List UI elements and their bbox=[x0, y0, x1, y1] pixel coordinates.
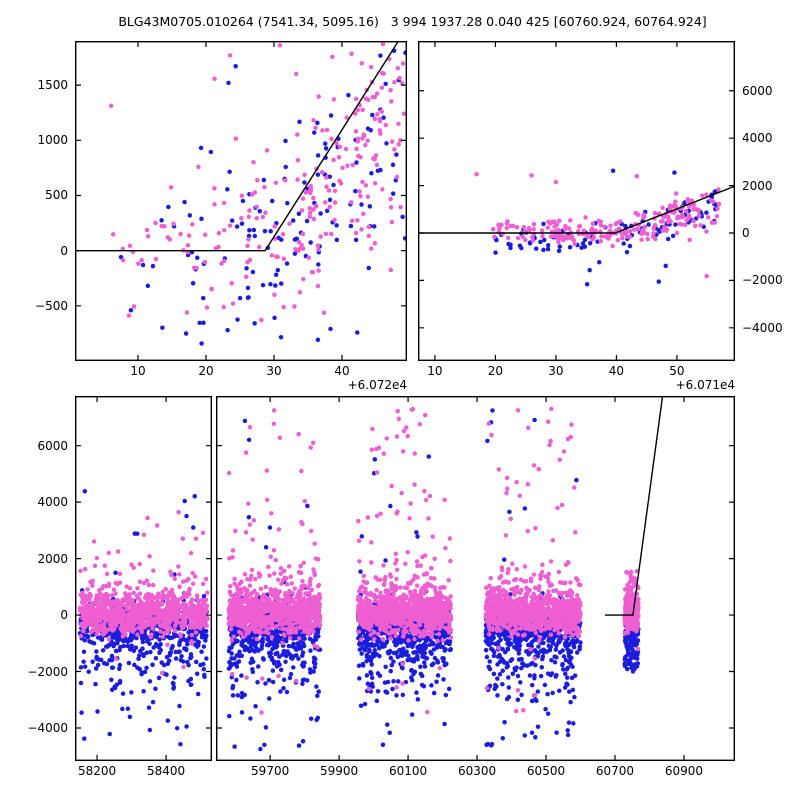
panel-top-left bbox=[75, 41, 407, 361]
top-left-y-tick-label: 500 bbox=[45, 188, 68, 203]
top-left-y-tick-label: 1500 bbox=[37, 78, 68, 93]
bottom-left-y-tick-label: 6000 bbox=[37, 438, 68, 453]
top-left-x-tick-label: 20 bbox=[198, 364, 214, 378]
top-right-x-tick-label: 40 bbox=[608, 364, 625, 378]
bottom-right-x-tick-label: 60300 bbox=[457, 764, 497, 778]
top-left-y-tick-label: −500 bbox=[35, 298, 68, 313]
top-right-x-offset-label: +6.071e4 bbox=[675, 378, 735, 392]
bottom-right-x-tick-label: 60500 bbox=[526, 764, 566, 778]
top-right-x-tick-label: 50 bbox=[669, 364, 685, 378]
top-right-y-tick-label: −4000 bbox=[742, 320, 783, 335]
top-right-y-tick-label: −2000 bbox=[742, 273, 783, 288]
top-left-x-offset-label: +6.072e4 bbox=[347, 378, 407, 392]
panel-bottom-right bbox=[216, 396, 735, 761]
top-right-y-tick-label: 2000 bbox=[742, 178, 773, 193]
top-right-x-tick-label: 30 bbox=[548, 364, 564, 378]
top-right-x-tick-label: 10 bbox=[427, 364, 443, 378]
bottom-right-x-tick-label: 59700 bbox=[251, 764, 290, 778]
bottom-right-x-tick-label: 60100 bbox=[388, 764, 428, 778]
top-right-y-tick-label: 4000 bbox=[742, 131, 773, 146]
panel-top-right bbox=[418, 41, 735, 361]
bottom-left-x-tick-label: 58400 bbox=[147, 764, 186, 778]
bottom-left-y-tick-label: −4000 bbox=[27, 720, 68, 735]
panel-bottom-left bbox=[75, 396, 212, 761]
bottom-right-x-tick-label: 60700 bbox=[595, 764, 635, 778]
top-right-y-tick-label: 6000 bbox=[742, 83, 773, 98]
top-left-x-tick-label: 40 bbox=[334, 364, 350, 378]
bottom-left-y-tick-label: 2000 bbox=[37, 551, 68, 566]
top-left-x-tick-label: 30 bbox=[266, 364, 282, 378]
top-right-x-tick-label: 20 bbox=[487, 364, 504, 378]
top-left-y-tick-label: 1000 bbox=[37, 133, 68, 148]
bottom-left-y-tick-label: 0 bbox=[60, 608, 68, 623]
bottom-right-x-tick-label: 60900 bbox=[664, 764, 704, 778]
bottom-left-y-tick-label: 4000 bbox=[37, 495, 68, 510]
top-right-y-tick-label: 0 bbox=[742, 226, 750, 240]
top-left-y-tick-label: 0 bbox=[60, 243, 68, 258]
plot-title: BLG43M0705.010264 (7541.34, 5095.16) 3 9… bbox=[118, 14, 707, 29]
bottom-left-y-tick-label: −2000 bbox=[27, 664, 68, 679]
bottom-right-x-tick-label: 59900 bbox=[320, 764, 359, 778]
bottom-left-x-tick-label: 58200 bbox=[77, 764, 117, 778]
top-left-x-tick-label: 10 bbox=[130, 364, 146, 378]
